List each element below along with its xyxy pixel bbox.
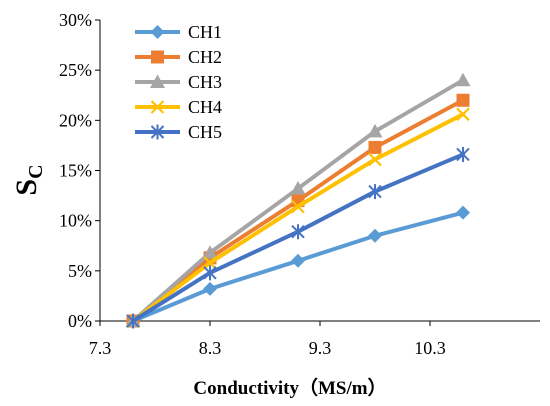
legend-item-ch5: CH5 (135, 122, 222, 142)
y-axis-label-subscript: C (25, 164, 47, 178)
legend-item-ch3: CH3 (135, 72, 222, 92)
legend-label: CH2 (188, 47, 222, 67)
x-tick-label: 9.3 (309, 338, 332, 358)
legend-label: CH3 (188, 72, 222, 92)
y-tick-label: 5% (68, 261, 92, 281)
data-point (202, 245, 218, 259)
data-point (367, 123, 383, 138)
legend: CH1 CH2 CH3 CH4 CH5 (135, 22, 222, 142)
y-tick-label: 25% (59, 60, 92, 80)
data-point (290, 181, 306, 195)
data-point (368, 184, 382, 200)
data-point (456, 146, 470, 162)
legend-marker (150, 74, 165, 88)
legend-item-ch4: CH4 (135, 97, 222, 117)
x-tick-label: 7.3 (89, 338, 112, 358)
y-axis-label-main: S (10, 179, 43, 196)
y-tick-label: 0% (68, 311, 92, 331)
data-point (291, 199, 305, 214)
legend-label: CH5 (188, 122, 222, 142)
y-tick-label: 30% (59, 10, 92, 30)
legend-marker (151, 50, 164, 64)
data-point (203, 265, 217, 281)
y-axis-label: SC (10, 164, 47, 195)
legend-marker (150, 124, 165, 140)
legend-label: CH1 (188, 22, 222, 42)
data-point (456, 93, 470, 107)
series-ch1 (126, 205, 470, 328)
legend-marker (150, 25, 165, 39)
y-tick-label: 10% (59, 211, 92, 231)
data-point (455, 72, 471, 87)
y-tick-label: 20% (59, 110, 92, 130)
y-tick-label: 15% (59, 161, 92, 181)
data-point (291, 224, 305, 240)
data-point (291, 253, 305, 268)
axes: 0% 5% 10% 15% 20% 25% 30% 7.3 8.3 9.3 10.3 (59, 10, 540, 358)
data-point (126, 313, 140, 329)
x-tick-label: 8.3 (199, 338, 222, 358)
data-point (203, 256, 217, 270)
legend-item-ch2: CH2 (135, 47, 222, 67)
x-tick-label: 10.3 (414, 338, 446, 358)
data-point (368, 228, 382, 243)
legend-label: CH4 (188, 97, 222, 117)
data-point (456, 107, 470, 122)
data-point (203, 281, 217, 296)
series-ch5 (126, 146, 470, 329)
data-point (368, 152, 382, 167)
legend-marker (150, 100, 165, 114)
data-point (368, 140, 382, 154)
data-point (456, 205, 470, 220)
series-layer (125, 72, 471, 329)
x-axis-label: Conductivity（MS/m） (193, 376, 386, 399)
legend-item-ch1: CH1 (135, 22, 222, 42)
